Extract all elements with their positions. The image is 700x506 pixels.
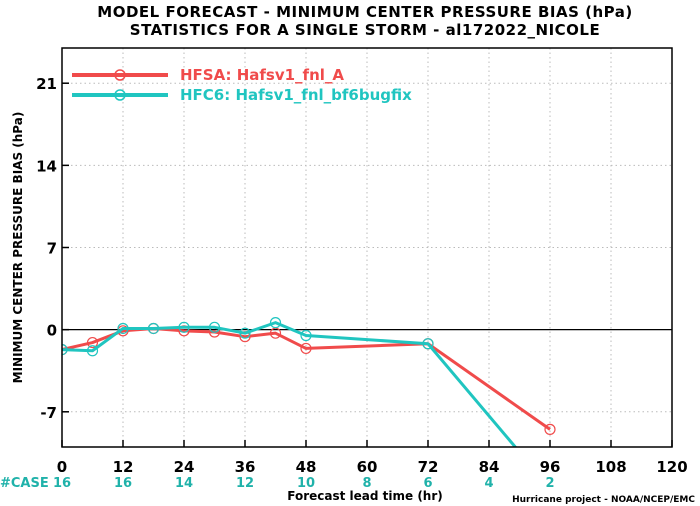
x-tick-label: 12 [113,458,134,476]
series-line [62,321,518,447]
case-count: 2 [545,476,554,491]
case-count: 14 [175,476,193,491]
data-point [544,423,556,435]
data-point [62,343,68,356]
case-count: 16 [114,476,132,491]
case-count: 8 [362,476,371,491]
case-count: 10 [297,476,315,491]
series-2 [62,317,518,447]
y-tick-label: 7 [47,240,57,258]
case-counts: #CASE 16 16 14 12 10 8 6 4 2 [0,476,555,491]
credit-text: Hurricane project - NOAA/NCEP/EMC [512,495,695,505]
case-count: 12 [236,476,254,491]
data-point [86,345,99,357]
data-point [269,317,282,329]
y-tick-label: 0 [47,322,57,340]
data-point [300,342,312,355]
x-tick-label: 72 [418,458,439,476]
x-tick-label: 60 [357,458,378,476]
x-tick-label: 108 [595,458,626,476]
legend-swatch-marker [114,69,126,81]
legend: HFSA: Hafsv1_fnl_A HFC6: Hafsv1_fnl_bf6bu… [72,66,412,104]
data-point [86,336,99,349]
data-point [147,322,160,335]
data-point [178,321,190,333]
grid [62,48,672,447]
data-point [422,338,434,350]
x-tick-label: 24 [174,458,195,476]
x-tick-label: 96 [540,458,561,476]
data-point [208,321,221,333]
y-tick-label: 14 [36,157,57,175]
case-count: 6 [423,476,432,491]
chart-subtitle: STATISTICS FOR A SINGLE STORM - al172022… [130,21,600,39]
chart-title: MODEL FORECAST - MINIMUM CENTER PRESSURE… [97,3,632,21]
series-group [62,317,556,447]
legend-entry: HFSA: Hafsv1_fnl_A [180,66,344,84]
case-label: #CASE [0,476,49,491]
legend-swatch-marker [114,89,126,101]
x-axis-label: Forecast lead time (hr) [287,489,443,503]
case-count: 16 [53,476,71,491]
y-tick-label: 21 [36,75,57,93]
x-tick-label: 120 [656,458,687,476]
data-point [239,327,251,339]
y-axis-label: MINIMUM CENTER PRESSURE BIAS (hPa) [11,112,25,384]
axis-ticks: 0 12 24 36 48 60 72 84 96 108 120 -7 0 7 14 21 [36,75,688,476]
case-count: 4 [484,476,493,491]
y-tick-label: -7 [40,404,57,422]
x-tick-label: 0 [57,458,67,476]
data-point [117,322,129,335]
x-tick-label: 48 [296,458,317,476]
legend-entry: HFC6: Hafsv1_fnl_bf6bugfix [180,86,412,104]
x-tick-label: 84 [479,458,500,476]
data-point [300,329,312,342]
x-tick-label: 36 [235,458,256,476]
